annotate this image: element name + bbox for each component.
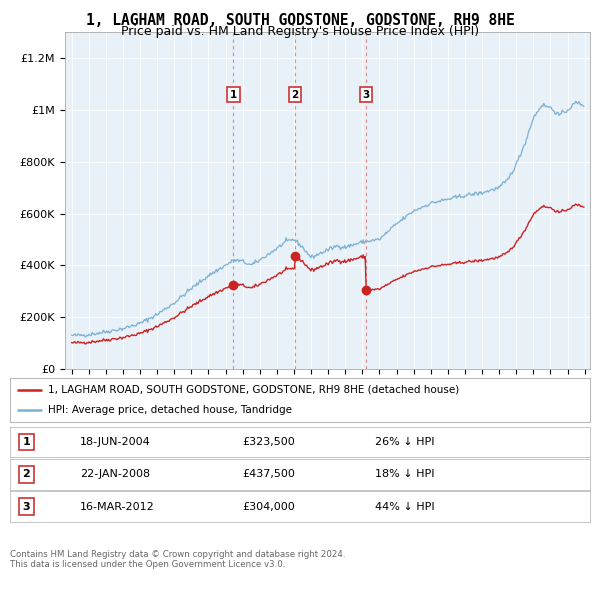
Text: 3: 3	[23, 502, 30, 512]
Text: 1, LAGHAM ROAD, SOUTH GODSTONE, GODSTONE, RH9 8HE (detached house): 1, LAGHAM ROAD, SOUTH GODSTONE, GODSTONE…	[48, 385, 459, 395]
Text: 18% ↓ HPI: 18% ↓ HPI	[376, 470, 435, 479]
Text: 26% ↓ HPI: 26% ↓ HPI	[376, 437, 435, 447]
Text: 1, LAGHAM ROAD, SOUTH GODSTONE, GODSTONE, RH9 8HE: 1, LAGHAM ROAD, SOUTH GODSTONE, GODSTONE…	[86, 13, 514, 28]
Text: 3: 3	[362, 90, 370, 100]
Text: 1: 1	[230, 90, 237, 100]
Text: 44% ↓ HPI: 44% ↓ HPI	[376, 502, 435, 512]
Text: HPI: Average price, detached house, Tandridge: HPI: Average price, detached house, Tand…	[48, 405, 292, 415]
Text: 1: 1	[23, 437, 31, 447]
Text: Contains HM Land Registry data © Crown copyright and database right 2024.
This d: Contains HM Land Registry data © Crown c…	[10, 550, 346, 569]
Text: 16-MAR-2012: 16-MAR-2012	[80, 502, 155, 512]
Text: 22-JAN-2008: 22-JAN-2008	[80, 470, 150, 479]
Text: £323,500: £323,500	[242, 437, 295, 447]
Text: 2: 2	[23, 470, 31, 479]
Text: 2: 2	[291, 90, 298, 100]
Text: £437,500: £437,500	[242, 470, 295, 479]
Text: Price paid vs. HM Land Registry's House Price Index (HPI): Price paid vs. HM Land Registry's House …	[121, 25, 479, 38]
Text: £304,000: £304,000	[242, 502, 295, 512]
Text: 18-JUN-2004: 18-JUN-2004	[80, 437, 151, 447]
